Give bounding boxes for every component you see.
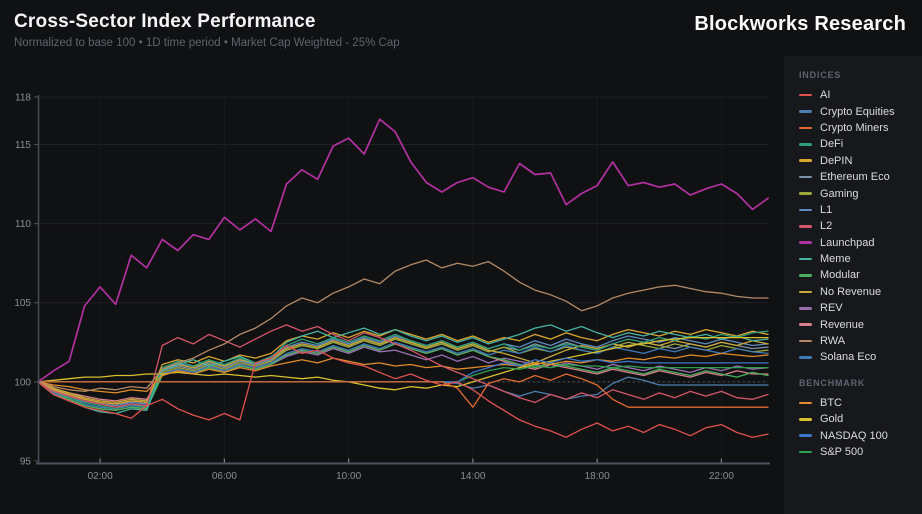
legend-item-label: Gaming	[820, 187, 859, 200]
legend-item-crypto-equities[interactable]: Crypto Equities	[799, 103, 916, 119]
legend-item-label: AI	[820, 89, 831, 102]
legend-swatch	[799, 192, 812, 195]
legend-item-label: REV	[820, 302, 843, 315]
legend-swatch	[799, 241, 812, 244]
legend-item-l1[interactable]: L1	[799, 202, 916, 218]
x-tick-label: 18:00	[585, 471, 610, 482]
legend-swatch	[799, 339, 812, 343]
y-tick-label: 95	[20, 457, 32, 468]
legend-item-label: Modular	[820, 269, 860, 282]
y-tick-label: 105	[14, 298, 31, 309]
legend-item-label: Revenue	[820, 318, 865, 331]
legend-item-label: DeFi	[820, 138, 844, 151]
series-line-ai	[37, 344, 769, 438]
legend-item-label: L1	[820, 203, 833, 216]
brand-logo: Blockworks Research	[694, 13, 906, 35]
series-line-depin	[37, 328, 769, 405]
legend-swatch	[799, 434, 812, 437]
legend-item-label: L2	[820, 220, 833, 233]
series-line-rwa	[37, 259, 769, 393]
legend-item-label: DePIN	[820, 154, 853, 167]
series-line-crypto-miners	[37, 373, 769, 408]
y-tick-label: 110	[15, 219, 31, 230]
legend-item-defi[interactable]: DeFi	[799, 136, 916, 152]
legend-panel: INDICES AI Crypto Equities Crypto Miners De…	[784, 56, 922, 514]
x-tick-label: 22:00	[709, 471, 734, 482]
legend-item-ai[interactable]: AI	[799, 87, 916, 103]
page-title: Cross-Sector Index Performance	[14, 11, 316, 32]
legend-item-solana-eco[interactable]: Solana Eco	[799, 349, 916, 365]
legend-item-crypto-miners[interactable]: Crypto Miners	[799, 120, 916, 136]
legend-swatch	[799, 306, 812, 310]
x-tick-label: 02:00	[88, 471, 113, 482]
legend-swatch	[799, 401, 812, 405]
legend-item-revenue[interactable]: Revenue	[799, 316, 916, 332]
legend-swatch	[799, 159, 812, 163]
y-tick-label: 115	[15, 140, 31, 151]
legend-item-label: NASDAQ 100	[820, 429, 888, 442]
legend-item-gold[interactable]: Gold	[799, 411, 916, 427]
legend-item-label: Ethereum Eco	[820, 171, 890, 184]
legend-item-no-revenue[interactable]: No Revenue	[799, 284, 916, 300]
series-line-s-p-500	[37, 363, 769, 383]
legend-section-indices: INDICES	[799, 70, 842, 80]
legend-swatch	[799, 356, 812, 359]
legend-item-depin[interactable]: DePIN	[799, 153, 916, 169]
x-tick-label: 06:00	[212, 471, 237, 482]
legend-swatch	[799, 323, 812, 326]
legend-swatch	[799, 208, 812, 212]
legend-item-gaming[interactable]: Gaming	[799, 185, 916, 201]
legend-section-benchmark: BENCHMARK	[799, 377, 866, 388]
legend-swatch	[799, 274, 812, 277]
legend-item-meme[interactable]: Meme	[799, 251, 916, 267]
legend-item-label: S&P 500	[820, 446, 864, 458]
y-tick-label: 100	[14, 377, 31, 388]
legend-item-ethereum-eco[interactable]: Ethereum Eco	[799, 169, 916, 185]
legend-item-label: Meme	[820, 253, 851, 266]
legend-item-l2[interactable]: L2	[799, 218, 916, 234]
legend-item-modular[interactable]: Modular	[799, 267, 916, 283]
legend-swatch	[799, 126, 812, 130]
legend-swatch	[799, 175, 812, 179]
legend-item-label: Solana Eco	[820, 351, 877, 364]
legend-benchmark-list: BTC Gold NASDAQ 100 S&P 500	[799, 395, 916, 461]
legend-item-label: Crypto Miners	[820, 121, 889, 134]
legend-swatch	[799, 143, 812, 146]
line-chart[interactable]: 95 100 105 110 115 118 02:00 06:00 10:00 14:00 18:…	[0, 0, 784, 514]
legend-item-nasdaq-100[interactable]: NASDAQ 100	[799, 427, 916, 443]
header: Cross-Sector Index Performance Normalize…	[0, 0, 922, 56]
legend-item-label: Crypto Equities	[820, 105, 895, 118]
legend-item-s-p-500[interactable]: S&P 500	[799, 444, 916, 460]
legend-swatch	[799, 257, 812, 261]
series-line-btc	[37, 352, 769, 394]
legend-swatch	[799, 93, 812, 97]
x-tick-label: 14:00	[460, 471, 485, 482]
legend-swatch	[799, 110, 812, 113]
x-tick-label: 10:00	[336, 471, 361, 482]
legend-swatch	[799, 290, 812, 294]
series-line-modular	[37, 343, 769, 412]
legend-swatch	[799, 450, 812, 454]
legend-item-launchpad[interactable]: Launchpad	[799, 235, 916, 251]
series-line-l2	[37, 324, 769, 408]
legend-swatch	[799, 225, 812, 228]
legend-indices-list: AI Crypto Equities Crypto Miners DeFi DePIN E…	[799, 87, 916, 366]
chart-svg[interactable]: 95 100 105 110 115 118 02:00 06:00 10:00 14:00 18:…	[0, 0, 784, 514]
page-subtitle: Normalized to base 100 • 1D time period …	[14, 37, 400, 49]
legend-item-label: BTC	[820, 396, 842, 409]
legend-swatch	[799, 417, 812, 421]
legend-item-label: Gold	[820, 413, 844, 426]
series-line-launchpad	[37, 118, 769, 383]
legend-item-rev[interactable]: REV	[799, 300, 916, 316]
legend-item-rwa[interactable]: RWA	[799, 333, 916, 349]
legend-item-label: RWA	[820, 335, 846, 348]
series-line-gold	[37, 336, 769, 391]
legend-item-btc[interactable]: BTC	[799, 395, 916, 411]
y-tick-label: 118	[15, 93, 31, 104]
legend-item-label: Launchpad	[820, 236, 875, 249]
legend-item-label: No Revenue	[820, 285, 882, 298]
